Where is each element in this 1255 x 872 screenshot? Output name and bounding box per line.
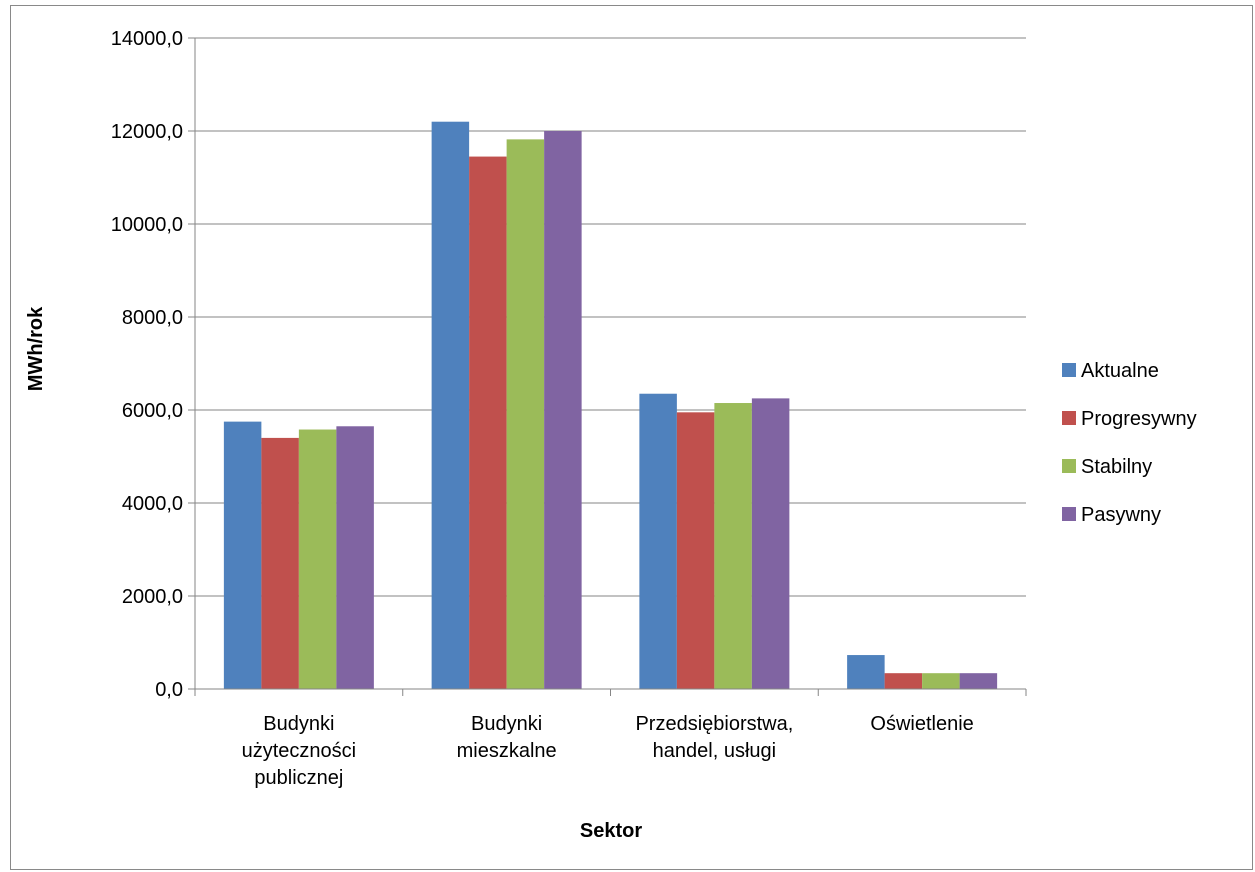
bar-progresywny	[676, 412, 715, 689]
category-label: Budynki użyteczności publicznej	[242, 713, 357, 789]
bar-aktualne	[431, 121, 470, 689]
category-labels: Budynki użyteczności publicznej Budynki mies…	[242, 713, 974, 789]
y-tick-label: 6000,0	[122, 400, 183, 422]
category-label: Budynki mieszkalne	[457, 713, 557, 762]
category-label: Przedsiębiorstwa, handel, usługi	[635, 713, 793, 762]
category-label-line: Budynki	[471, 713, 542, 735]
legend-swatch	[1062, 411, 1076, 425]
bar-stabilny	[922, 673, 960, 689]
y-tick-label: 0,0	[155, 679, 183, 701]
legend-label: Stabilny	[1081, 456, 1152, 478]
bar-stabilny	[714, 403, 752, 689]
category-label-line: handel, usługi	[653, 740, 776, 762]
chart-frame	[10, 5, 1253, 870]
bar-aktualne	[847, 655, 885, 689]
bar-stabilny	[298, 429, 337, 689]
bar-aktualne	[639, 393, 677, 689]
legend-swatch	[1062, 459, 1076, 473]
y-tick-label: 8000,0	[122, 307, 183, 329]
category-label-line: Oświetlenie	[870, 713, 973, 735]
bar-aktualne	[223, 421, 262, 689]
y-tick-label: 2000,0	[122, 586, 183, 608]
legend-swatch	[1062, 507, 1076, 521]
y-tick-label: 4000,0	[122, 493, 183, 515]
bars	[223, 121, 998, 689]
y-tick-labels: 0,0 2000,0 4000,0 6000,0 8000,0 10000,0 12000,…	[111, 28, 183, 701]
bar-stabilny	[506, 139, 545, 689]
legend: Aktualne Progresywny Stabilny Pasywny	[1062, 360, 1197, 526]
bar-progresywny	[469, 156, 507, 689]
category-label-line: Przedsiębiorstwa,	[635, 713, 793, 735]
bar-progresywny	[884, 673, 923, 689]
bar-pasywny	[959, 673, 998, 689]
axes	[194, 38, 1027, 696]
category-label-line: Budynki	[263, 713, 334, 735]
bar-progresywny	[261, 437, 299, 689]
category-label-line: użyteczności	[242, 740, 357, 762]
bar-pasywny	[544, 131, 582, 689]
y-tick-label: 12000,0	[111, 121, 183, 143]
category-label: Oświetlenie	[870, 713, 973, 735]
legend-label: Progresywny	[1081, 408, 1197, 430]
x-axis-title: Sektor	[580, 820, 642, 842]
legend-label: Aktualne	[1081, 360, 1159, 382]
bar-pasywny	[751, 398, 790, 689]
category-label-line: mieszkalne	[457, 740, 557, 762]
legend-swatch	[1062, 363, 1076, 377]
y-tick-label: 10000,0	[111, 214, 183, 236]
bar-pasywny	[336, 426, 374, 689]
y-axis-title: MWh/rok	[25, 306, 47, 391]
category-label-line: publicznej	[254, 767, 343, 789]
legend-label: Pasywny	[1081, 504, 1161, 526]
y-tick-label: 14000,0	[111, 28, 183, 50]
